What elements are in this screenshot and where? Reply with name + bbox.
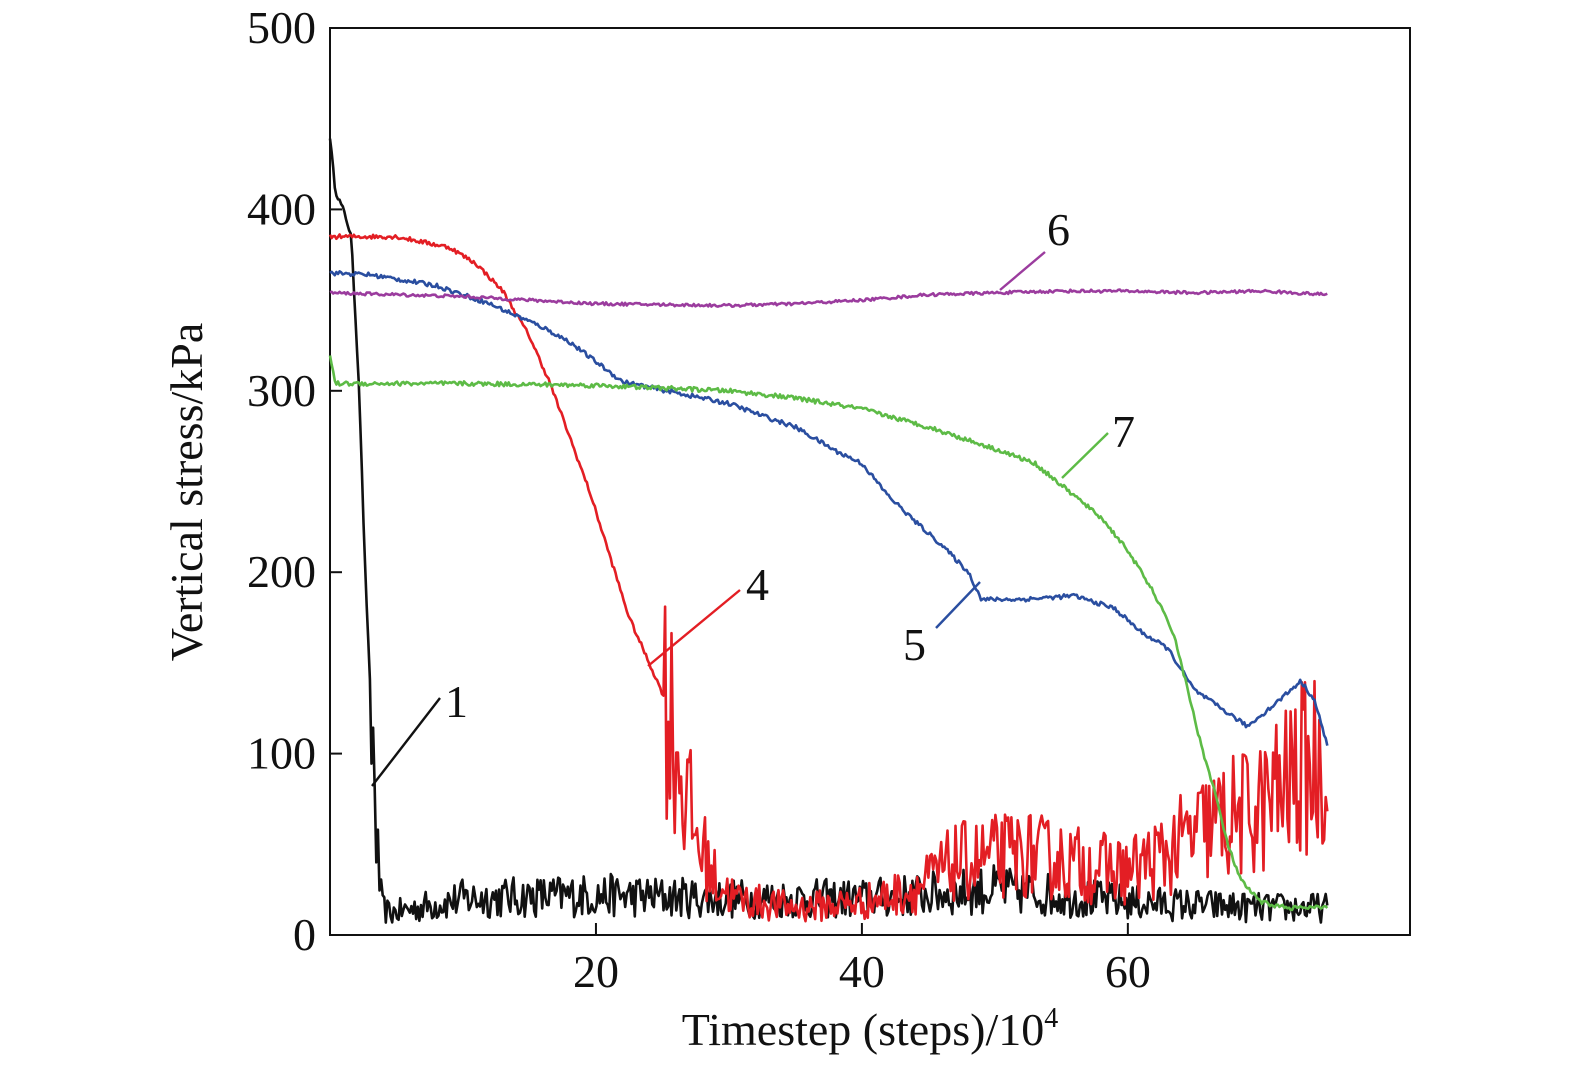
y-tick-label: 500 (247, 2, 316, 53)
y-axis: 0 100 200 300 400 500 (247, 2, 342, 960)
series-line-5 (329, 270, 1329, 746)
x-axis: 20 40 60 (573, 923, 1151, 997)
series-line-6 (329, 288, 1328, 308)
x-axis-title-main: Timestep (steps)/10 (682, 1004, 1044, 1055)
y-tick-label: 0 (293, 909, 316, 960)
curves-group (328, 138, 1329, 924)
curve-label-7: 7 (1112, 406, 1135, 457)
y-tick-label: 100 (247, 728, 316, 779)
series-line-4 (328, 233, 1329, 923)
plot-frame (329, 27, 1411, 936)
x-axis-title-superscript: 4 (1044, 1003, 1058, 1034)
series-line-7 (328, 355, 1329, 912)
curve-label-5: 5 (903, 619, 926, 670)
x-tick-label: 60 (1105, 946, 1151, 997)
leader-line-6 (999, 251, 1046, 291)
x-tick-label: 40 (839, 946, 885, 997)
leader-line-7 (1061, 432, 1109, 479)
series-line-1 (328, 138, 1329, 924)
x-tick-label: 20 (573, 946, 619, 997)
y-axis-title: Vertical stress/kPa (161, 323, 212, 662)
leader-lines-group (371, 251, 1109, 787)
y-tick-label: 200 (247, 546, 316, 597)
leader-line-1 (371, 697, 441, 787)
x-axis-title: Timestep (steps)/104 (682, 1003, 1058, 1055)
y-tick-label: 400 (247, 183, 316, 234)
curve-label-6: 6 (1047, 204, 1070, 255)
y-tick-label: 300 (247, 365, 316, 416)
leader-line-4 (647, 589, 741, 667)
leader-line-5 (935, 581, 981, 629)
curve-label-1: 1 (445, 676, 468, 727)
curve-label-4: 4 (746, 559, 769, 610)
